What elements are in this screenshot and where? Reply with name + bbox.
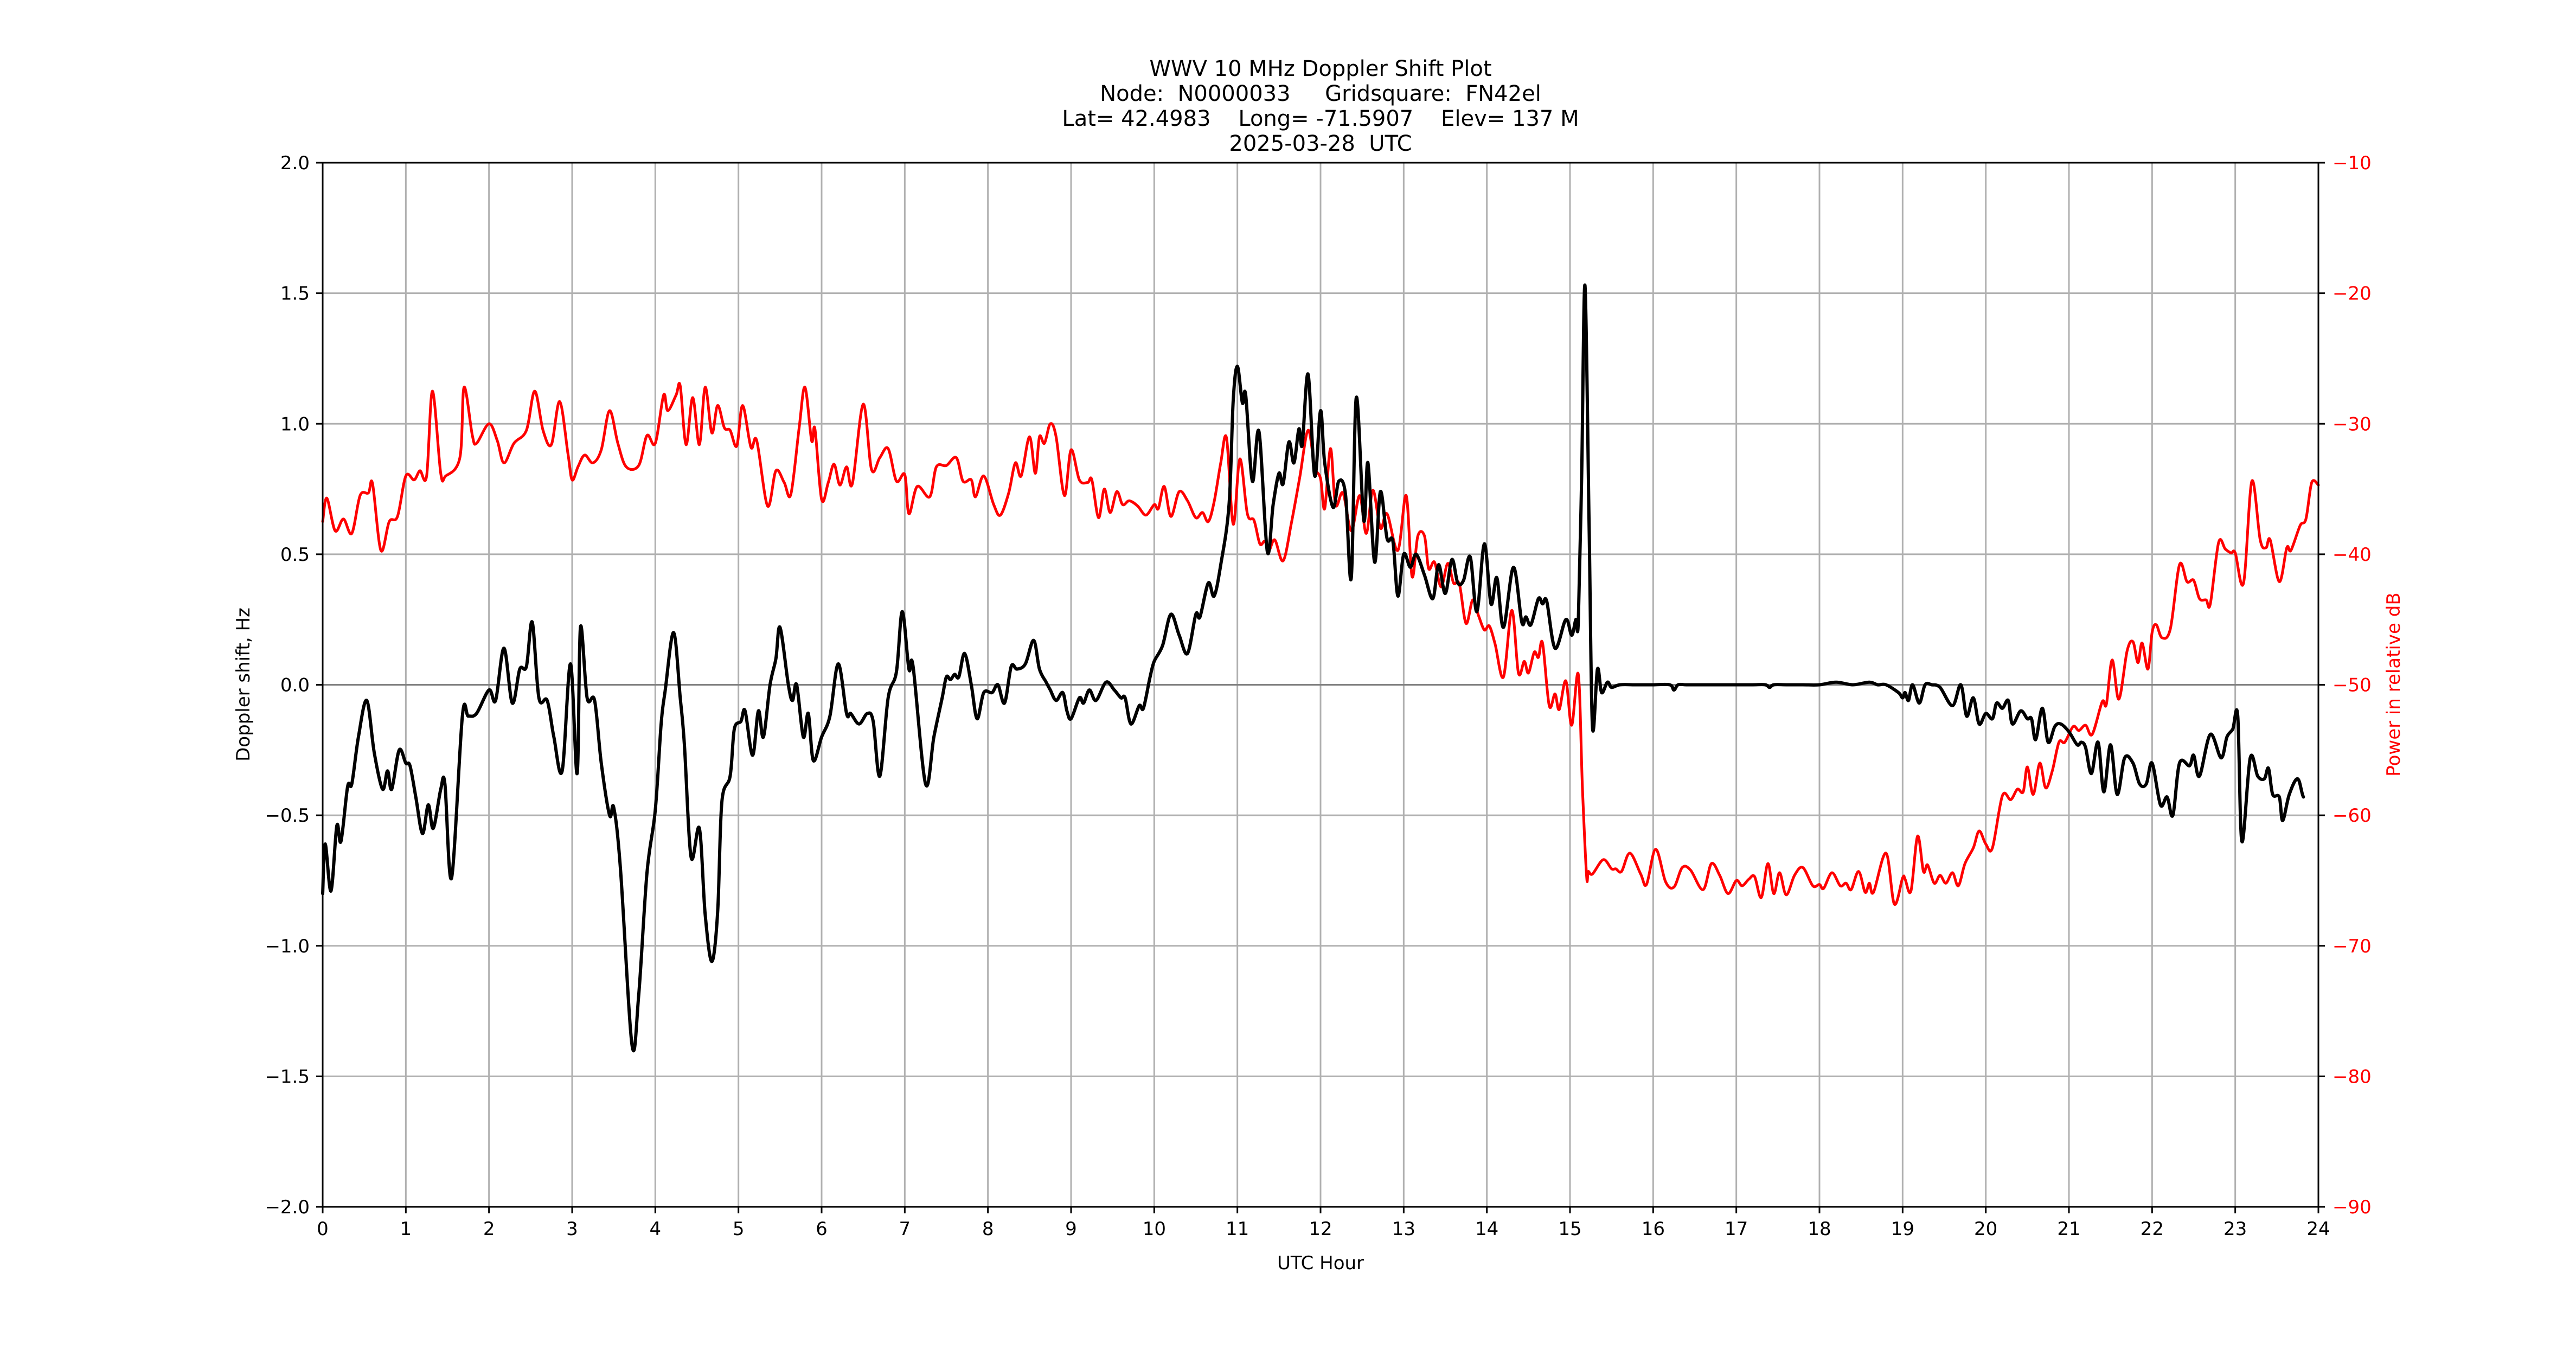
y-tick-label: 0.5 [280, 544, 310, 566]
x-tick-label: 3 [566, 1218, 578, 1240]
x-tick-label: 1 [400, 1218, 412, 1240]
x-tick-label: 20 [1974, 1218, 1997, 1240]
right-y-axis-ticks: −10 −20 −30 −40 −50 −60 −70 −80 −90 [2318, 152, 2372, 1218]
left-y-axis-ticks: 2.0 1.5 1.0 0.5 0.0 −0.5 −1.0 −1.5 −2.0 [265, 152, 323, 1218]
y2-tick-label: −20 [2333, 283, 2372, 305]
x-tick-label: 19 [1891, 1218, 1914, 1240]
x-axis-ticks: 0 1 2 3 4 5 6 7 8 9 10 11 12 13 14 15 16 17 18 19 20 21 22 23 24 [317, 1207, 2330, 1240]
x-tick-label: 11 [1226, 1218, 1249, 1240]
x-tick-label: 8 [982, 1218, 994, 1240]
chart-title-location: Lat= 42.4983 Long= -71.5907 Elev= 137 M [1062, 106, 1579, 131]
x-tick-label: 2 [483, 1218, 495, 1240]
x-tick-label: 5 [733, 1218, 745, 1240]
x-tick-label: 14 [1475, 1218, 1498, 1240]
y2-tick-label: −90 [2333, 1197, 2372, 1218]
left-y-axis-title: Doppler shift, Hz [233, 607, 254, 762]
x-tick-label: 13 [1392, 1218, 1415, 1240]
y2-tick-label: −10 [2333, 152, 2372, 174]
doppler-trace-line [321, 283, 2305, 1053]
x-tick-label: 9 [1065, 1218, 1077, 1240]
y-tick-label: 1.0 [280, 413, 310, 435]
y-tick-label: −0.5 [265, 805, 310, 827]
x-tick-label: 23 [2223, 1218, 2247, 1240]
x-tick-label: 4 [650, 1218, 662, 1240]
x-tick-label: 17 [1725, 1218, 1748, 1240]
x-tick-label: 12 [1309, 1218, 1332, 1240]
right-y-axis-title: Power in relative dB [2383, 592, 2405, 776]
y2-tick-label: −40 [2333, 544, 2372, 566]
y-tick-label: 1.5 [280, 283, 310, 305]
y2-tick-label: −60 [2333, 805, 2372, 827]
x-tick-label: 10 [1143, 1218, 1166, 1240]
chart-title-node-gridsquare: Node: N0000033 Gridsquare: FN42el [1100, 81, 1541, 106]
y-tick-label: 0.0 [280, 675, 310, 696]
x-axis-title: UTC Hour [1277, 1252, 1364, 1274]
x-tick-label: 18 [1808, 1218, 1831, 1240]
y-tick-label: 2.0 [280, 152, 310, 174]
x-tick-label: 15 [1558, 1218, 1581, 1240]
x-tick-label: 24 [2306, 1218, 2330, 1240]
y-tick-label: −1.0 [265, 936, 310, 957]
x-tick-label: 21 [2057, 1218, 2080, 1240]
y2-tick-label: −30 [2333, 413, 2372, 435]
y2-tick-label: −80 [2333, 1066, 2372, 1088]
x-tick-label: 6 [816, 1218, 828, 1240]
chart-title-line-1: WWV 10 MHz Doppler Shift Plot [1149, 56, 1492, 81]
plot-series [321, 283, 2320, 1053]
chart-title-date: 2025-03-28 UTC [1229, 131, 1412, 156]
y2-tick-label: −50 [2333, 675, 2372, 696]
y-tick-label: −2.0 [265, 1197, 310, 1218]
x-tick-label: 7 [899, 1218, 911, 1240]
y-tick-label: −1.5 [265, 1066, 310, 1088]
x-tick-label: 16 [1642, 1218, 1665, 1240]
x-tick-label: 22 [2141, 1218, 2164, 1240]
x-tick-label: 0 [317, 1218, 329, 1240]
y2-tick-label: −70 [2333, 936, 2372, 957]
